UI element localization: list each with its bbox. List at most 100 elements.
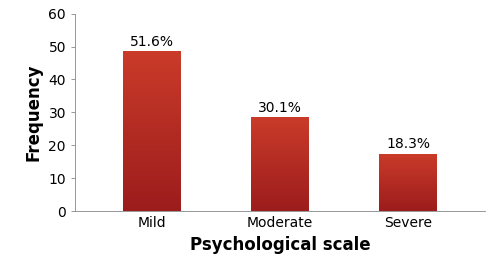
Bar (251, 158, 309, 159)
Bar (251, 200, 309, 201)
Bar (251, 125, 309, 126)
Bar (251, 190, 309, 191)
Bar (123, 138, 180, 139)
Bar (123, 58, 180, 59)
Bar (123, 155, 180, 157)
Bar (123, 72, 180, 74)
Bar (251, 167, 309, 168)
Bar (123, 93, 180, 95)
Bar (123, 117, 180, 119)
Bar (251, 144, 309, 145)
Bar (251, 135, 309, 136)
X-axis label: Psychological scale: Psychological scale (190, 236, 370, 254)
Bar (123, 210, 180, 211)
Bar (251, 175, 309, 176)
Bar (123, 123, 180, 125)
Bar (251, 207, 309, 208)
Bar (251, 195, 309, 196)
Text: 30.1%: 30.1% (258, 101, 302, 115)
Bar (251, 124, 309, 125)
Bar (251, 197, 309, 198)
Bar (123, 56, 180, 58)
Text: 18.3%: 18.3% (386, 137, 430, 151)
Bar (380, 182, 437, 183)
Bar (380, 202, 437, 203)
Bar (123, 98, 180, 99)
Bar (251, 176, 309, 177)
Bar (380, 208, 437, 209)
Bar (251, 142, 309, 143)
Bar (123, 69, 180, 71)
Bar (251, 140, 309, 141)
Bar (123, 130, 180, 131)
Bar (380, 191, 437, 192)
Bar (380, 207, 437, 208)
Bar (123, 152, 180, 154)
Bar (251, 126, 309, 127)
Bar (380, 193, 437, 194)
Bar (251, 201, 309, 202)
Bar (251, 203, 309, 204)
Bar (123, 109, 180, 111)
Bar (251, 178, 309, 179)
Bar (123, 53, 180, 55)
Bar (380, 179, 437, 180)
Bar (123, 159, 180, 160)
Bar (251, 181, 309, 182)
Bar (123, 120, 180, 122)
Bar (380, 194, 437, 195)
Bar (380, 183, 437, 184)
Bar (251, 209, 309, 211)
Bar (380, 187, 437, 188)
Bar (123, 133, 180, 135)
Bar (251, 120, 309, 121)
Bar (251, 186, 309, 187)
Bar (123, 67, 180, 69)
Bar (380, 196, 437, 197)
Bar (251, 160, 309, 161)
Bar (380, 160, 437, 161)
Bar (251, 165, 309, 166)
Text: 51.6%: 51.6% (130, 35, 174, 49)
Bar (251, 145, 309, 146)
Bar (380, 161, 437, 162)
Bar (251, 137, 309, 138)
Bar (251, 189, 309, 190)
Bar (123, 91, 180, 93)
Bar (380, 198, 437, 199)
Bar (380, 180, 437, 181)
Bar (123, 157, 180, 159)
Bar (251, 157, 309, 158)
Bar (123, 63, 180, 64)
Bar (380, 170, 437, 171)
Bar (251, 187, 309, 188)
Bar (123, 122, 180, 123)
Bar (123, 179, 180, 181)
Bar (123, 189, 180, 191)
Bar (251, 204, 309, 205)
Bar (123, 82, 180, 83)
Bar (123, 95, 180, 96)
Bar (251, 129, 309, 130)
Bar (380, 189, 437, 190)
Bar (380, 166, 437, 167)
Bar (123, 51, 180, 53)
Bar (380, 204, 437, 205)
Bar (123, 136, 180, 138)
Bar (123, 111, 180, 112)
Bar (123, 192, 180, 194)
Bar (380, 178, 437, 179)
Bar (123, 99, 180, 101)
Bar (251, 121, 309, 122)
Bar (380, 176, 437, 177)
Bar (123, 199, 180, 200)
Bar (380, 192, 437, 193)
Bar (251, 130, 309, 131)
Bar (123, 59, 180, 61)
Bar (123, 90, 180, 91)
Bar (251, 166, 309, 167)
Bar (123, 171, 180, 173)
Bar (123, 71, 180, 72)
Bar (380, 184, 437, 185)
Y-axis label: Frequency: Frequency (25, 64, 43, 161)
